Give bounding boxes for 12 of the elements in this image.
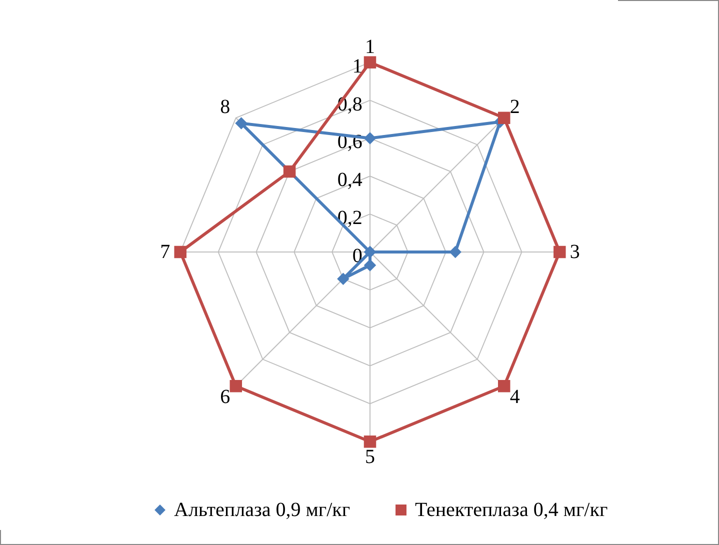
y-tick-label: 0 — [352, 245, 362, 267]
spoke-label: 7 — [160, 241, 170, 263]
legend-label: Тенектеплаза 0,4 мг/кг — [415, 499, 608, 521]
y-tick-label: 1 — [365, 36, 375, 58]
spoke-label: 4 — [510, 386, 520, 408]
spoke-label: 3 — [570, 241, 580, 263]
spoke-label: 2 — [510, 96, 520, 118]
legend-label: Альтеплаза 0,9 мг/кг — [174, 499, 350, 521]
spoke-label: 6 — [220, 386, 230, 408]
spoke-label: 8 — [220, 96, 230, 118]
y-tick-label: 0,4 — [337, 169, 362, 192]
spoke-label: 5 — [365, 446, 375, 468]
